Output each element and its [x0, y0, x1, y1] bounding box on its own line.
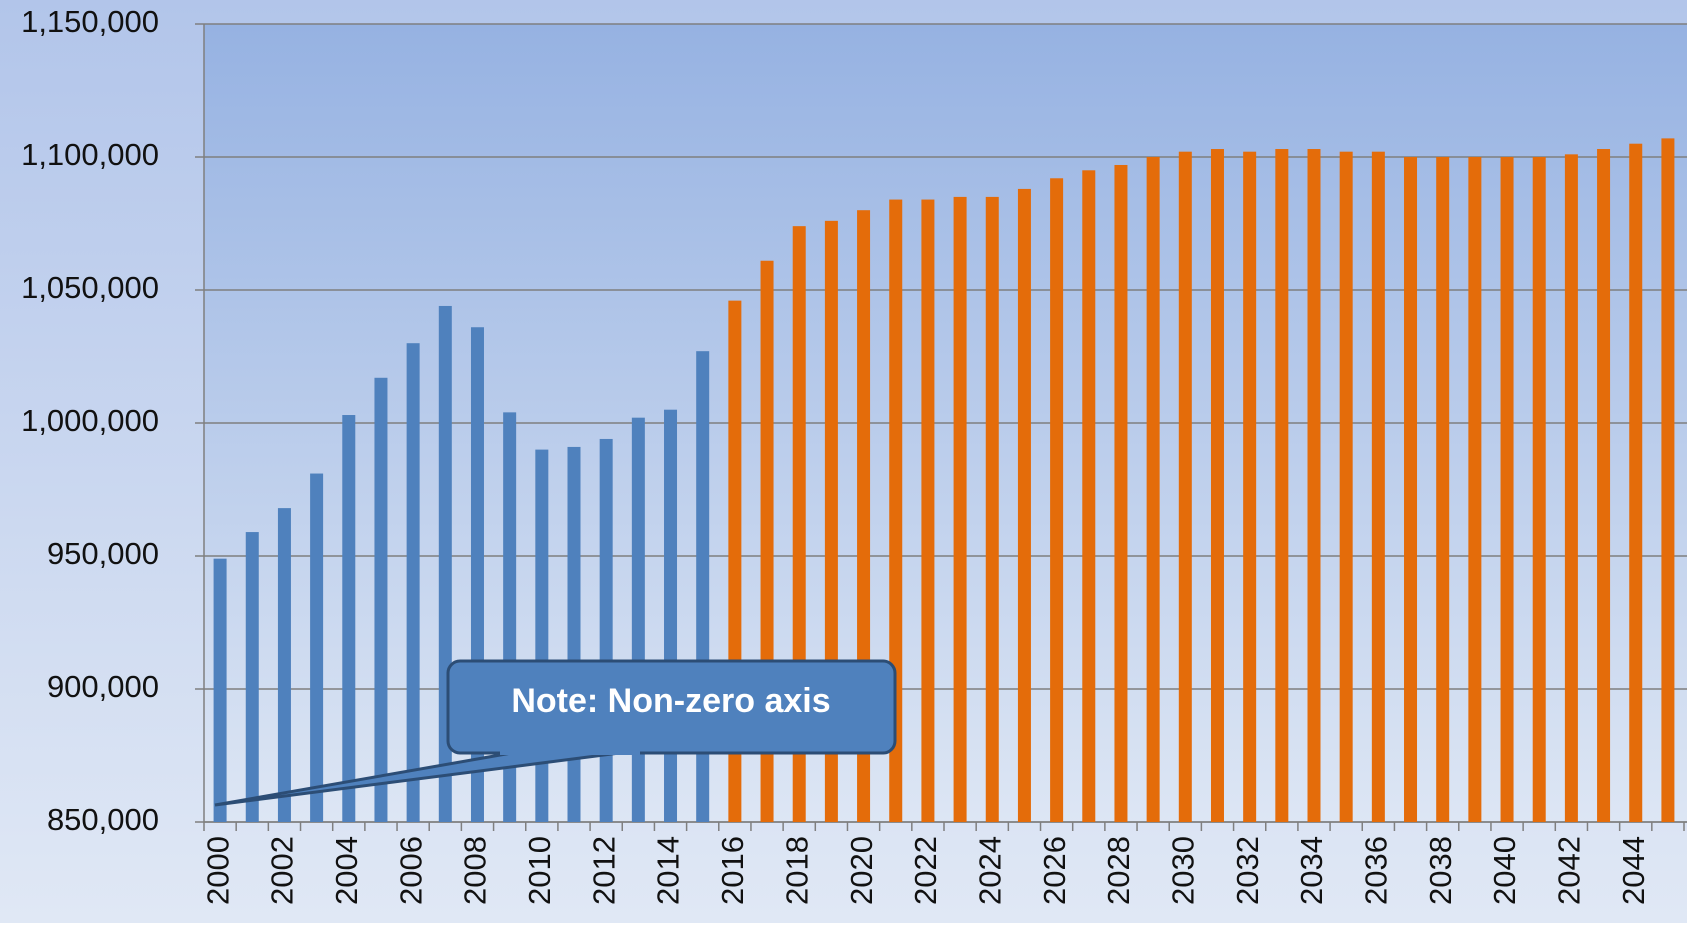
bar	[1564, 154, 1578, 823]
callout: Note: Non-zero axis	[214, 659, 897, 807]
bar	[664, 409, 678, 822]
bar	[953, 196, 967, 822]
bar	[406, 343, 420, 822]
bar	[1178, 151, 1192, 822]
bar	[1468, 157, 1482, 822]
bar	[1339, 151, 1353, 822]
bar	[1050, 178, 1064, 822]
bar	[1146, 157, 1160, 822]
bar	[535, 449, 549, 822]
x-tick-label: 2022	[908, 836, 943, 905]
bar	[1210, 149, 1224, 822]
x-tick-label: 2024	[972, 836, 1007, 905]
y-tick-label: 1,150,000	[21, 4, 159, 39]
bar	[1436, 157, 1450, 822]
bar	[1661, 138, 1675, 822]
bar	[567, 446, 581, 822]
y-tick-label: 1,000,000	[21, 403, 159, 438]
x-tick-label: 2030	[1165, 836, 1200, 905]
bar	[599, 438, 613, 822]
x-tick-label: 2002	[265, 836, 300, 905]
bar	[1114, 164, 1128, 823]
bar	[277, 508, 291, 822]
bar	[1307, 149, 1321, 822]
x-tick-label: 2004	[329, 836, 364, 905]
annotation: Note: Non-zero axis	[511, 682, 830, 720]
bar	[631, 417, 645, 822]
bar	[245, 532, 259, 822]
bar	[1275, 149, 1289, 822]
x-tick-label: 2026	[1037, 836, 1072, 905]
bar	[1532, 157, 1546, 822]
bar	[985, 196, 999, 822]
callout-box	[446, 659, 897, 755]
x-tick-label: 2016	[715, 836, 750, 905]
bar	[1629, 143, 1643, 822]
bar	[213, 558, 227, 822]
x-tick-label: 2012	[586, 836, 621, 905]
x-tick-label: 2044	[1616, 836, 1651, 905]
bar	[310, 473, 324, 822]
y-tick-label: 950,000	[47, 536, 159, 571]
x-tick-label: 2010	[522, 836, 557, 905]
bar	[1082, 170, 1096, 823]
x-tick-label: 2034	[1294, 836, 1329, 905]
x-tick-label: 2032	[1230, 836, 1265, 905]
x-tick-label: 2038	[1423, 836, 1458, 905]
x-tick-label: 2040	[1487, 836, 1522, 905]
x-tick-label: 2036	[1359, 836, 1394, 905]
y-tick-label: 1,050,000	[21, 270, 159, 305]
y-tick-label: 850,000	[47, 802, 159, 837]
bar	[1371, 151, 1385, 822]
bar	[342, 415, 356, 822]
bar	[1597, 149, 1611, 822]
bar	[1500, 157, 1514, 822]
x-tick-label: 2014	[651, 836, 686, 905]
y-tick-label: 1,100,000	[21, 137, 159, 172]
x-tick-label: 2020	[844, 836, 879, 905]
bar	[1243, 151, 1257, 822]
x-tick-label: 2042	[1552, 836, 1587, 905]
bar	[1017, 188, 1031, 823]
bar	[921, 199, 935, 822]
x-tick-label: 2006	[393, 836, 428, 905]
bar	[374, 377, 388, 822]
x-tick-label: 2018	[779, 836, 814, 905]
x-tick-label: 2000	[200, 836, 235, 905]
x-tick-label: 2028	[1101, 836, 1136, 905]
bar	[1404, 157, 1418, 822]
x-tick-label: 2008	[458, 836, 493, 905]
y-tick-label: 900,000	[47, 669, 159, 704]
callout-joint	[500, 749, 640, 755]
